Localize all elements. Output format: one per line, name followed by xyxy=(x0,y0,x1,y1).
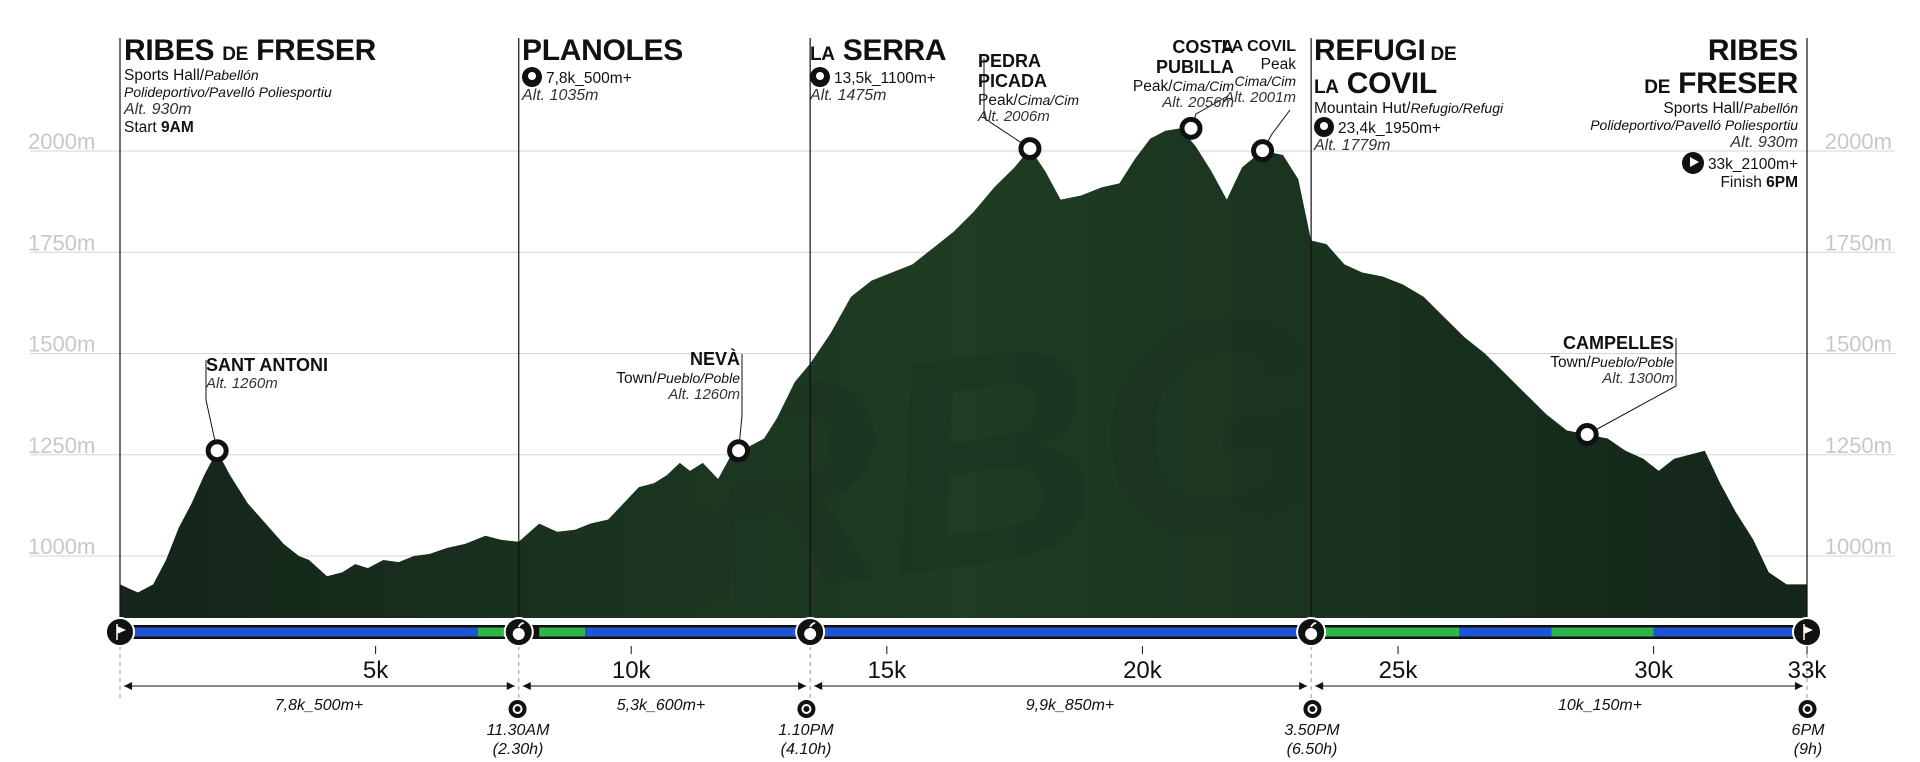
summit-marker xyxy=(1179,116,1203,140)
time-label-finish: 6PM (9h) xyxy=(1791,700,1825,759)
segment-arrow-head-right xyxy=(798,682,807,690)
time-refugi: 3.50PM xyxy=(1284,722,1340,739)
segment-arrow-head-right xyxy=(1299,682,1308,690)
segment-arrow-head-left xyxy=(124,682,132,690)
apple-icon xyxy=(804,628,817,640)
time-finish: 6PM xyxy=(1791,722,1825,739)
apple-leaf xyxy=(809,622,816,628)
segment-arrow-head-right xyxy=(1795,682,1803,690)
clock-icon xyxy=(508,700,527,718)
segment-arrow-head-left xyxy=(1315,682,1324,690)
label-planoles: PLANOLES 7,8k_500m+ Alt. 1035m xyxy=(522,34,683,105)
y-tick-label-right: 2000m xyxy=(1825,129,1892,154)
time-planoles: 11.30AM xyxy=(486,722,550,739)
y-tick-label-left: 1500m xyxy=(28,332,95,357)
segment-arrow-head-right xyxy=(506,682,515,690)
checkpoint-lines xyxy=(119,38,1808,700)
label-la-serra: LA SERRA 13,5k_1100m+ Alt. 1475m xyxy=(810,34,947,105)
time-la-serra: 1.10PM xyxy=(778,722,834,739)
time-label-planoles: 11.30AM (2.30h) xyxy=(486,700,550,759)
location-pin-icon xyxy=(1314,117,1334,138)
summit-leader xyxy=(1586,338,1677,435)
segment-label-1: 7,8k_500m+ xyxy=(274,697,364,714)
summit-leader xyxy=(983,58,1031,149)
summit-marker xyxy=(1575,423,1599,446)
label-refugi-la-covil: REFUGI DE LA COVIL Mountain Hut/Refugio/… xyxy=(1314,34,1504,155)
summit-leader xyxy=(738,354,743,451)
x-tick-label: 30k xyxy=(1634,657,1674,684)
y-tick-label-right: 1000m xyxy=(1825,534,1892,559)
segment-arrow-head-left xyxy=(522,682,531,690)
summit-marker xyxy=(1018,137,1042,161)
y-tick-label-left: 1000m xyxy=(28,534,95,559)
summit-marker xyxy=(205,439,229,463)
elapsed-la-serra: (4.10h) xyxy=(780,741,832,759)
elevation-profile-path xyxy=(120,128,1807,633)
label-neva: NEVÀ Town/Pueblo/Poble Alt. 1260m xyxy=(616,349,740,403)
segment-label-4: 10k_150m+ xyxy=(1557,697,1643,714)
apple-icon xyxy=(1305,628,1318,640)
elevation-area: RBG xyxy=(120,128,1807,669)
y-tick-label-left: 1250m xyxy=(28,433,95,458)
x-tick-label: 15k xyxy=(867,657,907,684)
location-pin-icon xyxy=(522,67,542,87)
finish-flag-icon xyxy=(1681,151,1704,174)
x-tick-label: 20k xyxy=(1123,657,1163,684)
flag-icon xyxy=(117,626,126,634)
location-pin-icon xyxy=(810,67,830,87)
summit-markers xyxy=(205,58,1677,463)
x-tick-label: 33k xyxy=(1788,657,1828,684)
segment-arrows xyxy=(124,682,1803,690)
label-pedra-picada: PEDRA PICADA Peak/Cima/Cim Alt. 2006m xyxy=(978,51,1080,125)
x-tick-label: 5k xyxy=(363,657,389,684)
y-tick-label-right: 1250m xyxy=(1825,433,1892,458)
y-tick-label-right: 1500m xyxy=(1825,332,1892,357)
elapsed-refugi: (6.50h) xyxy=(1286,741,1338,759)
clock-icon xyxy=(1302,700,1321,718)
clock-icon xyxy=(1799,700,1817,718)
label-campelles: CAMPELLES Town/Pueblo/Poble Alt. 1300m xyxy=(1550,333,1674,387)
label-start: RIBES DE FRESER Sports Hall/Pabellón Pol… xyxy=(124,34,376,136)
segment-label-3: 9,9k_850m+ xyxy=(1025,697,1115,714)
apple-leaf xyxy=(517,622,524,628)
x-tick-label: 25k xyxy=(1379,657,1419,684)
y-tick-label-left: 1750m xyxy=(28,230,95,255)
segment-label-2: 5,3k_600m+ xyxy=(616,697,706,714)
x-tick-label: 10k xyxy=(612,657,652,684)
x-axis-ticks: 5k 10k 15k 20k 25k 30k 33k xyxy=(363,646,1827,684)
label-costa-pubilla: COSTA PUBILLA Peak/Cima/Cim Alt. 2056m xyxy=(1132,37,1234,111)
apple-icon xyxy=(512,628,525,640)
elapsed-planoles: (2.30h) xyxy=(492,741,544,759)
route-bar xyxy=(105,617,1822,647)
elapsed-finish: (9h) xyxy=(1793,741,1823,759)
label-finish: RIBES DE FRESER Sports Hall/Pabellón Pol… xyxy=(1590,34,1798,191)
flag-icon xyxy=(1804,626,1813,634)
segment-arrow-head-left xyxy=(814,682,823,690)
y-tick-label-left: 2000m xyxy=(28,129,95,154)
summit-marker xyxy=(727,439,751,463)
label-sant-antoni: SANT ANTONI Alt. 1260m xyxy=(206,355,329,392)
time-label-la-serra: 1.10PM (4.10h) xyxy=(778,700,834,759)
label-la-covil-peak: LA COVIL Peak Cima/Cim Alt. 2001m xyxy=(1221,38,1296,106)
summit-leader xyxy=(205,360,218,451)
clock-icon xyxy=(796,700,815,718)
time-label-refugi: 3.50PM (6.50h) xyxy=(1284,700,1340,759)
summit-marker xyxy=(1251,139,1275,163)
apple-leaf xyxy=(1310,622,1317,628)
y-tick-label-right: 1750m xyxy=(1825,230,1892,255)
gridlines: 1000m 1000m 1250m 1250m 1500m 1500m 1750m 1750m… xyxy=(28,129,1895,559)
